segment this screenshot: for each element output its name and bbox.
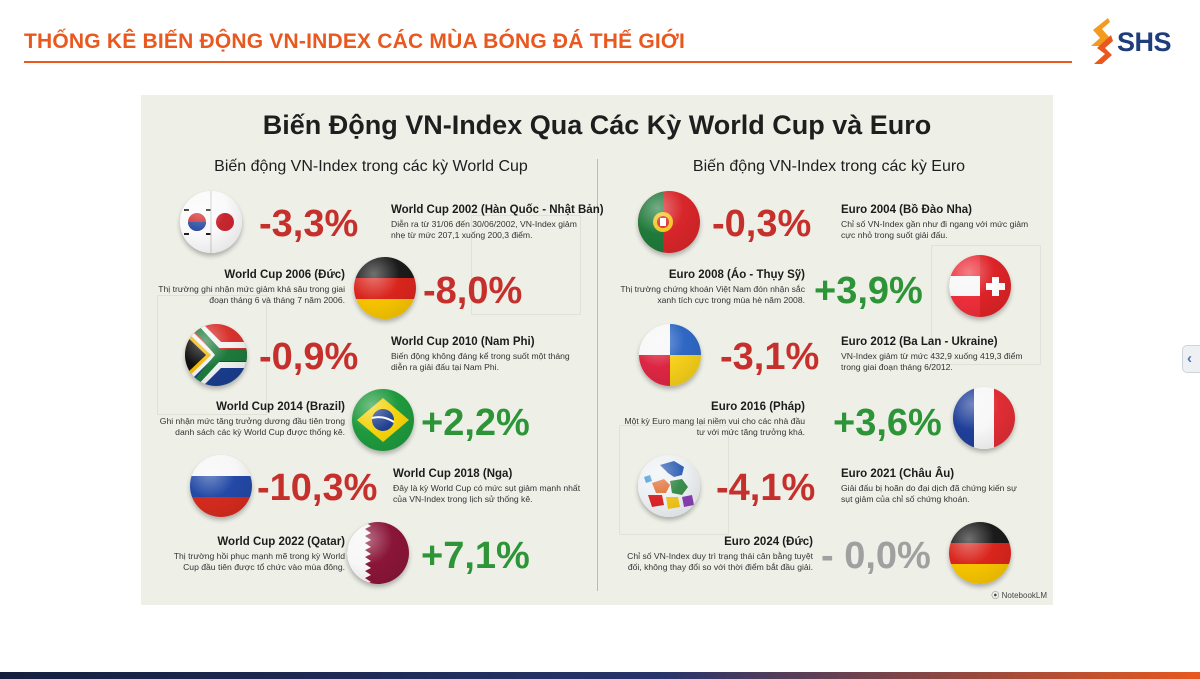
euro-2024-change: - 0,0% (821, 535, 931, 577)
euro-2021-text: Giải đấu bị hoãn do đại dịch đã chứng ki… (841, 483, 1017, 504)
brazil-flag-icon (352, 389, 414, 451)
euro-2016-title: Euro 2016 (Pháp) (711, 401, 805, 413)
euro-2012-change: -3,1% (720, 336, 820, 378)
column-divider (597, 159, 598, 591)
russia-flag-icon (190, 455, 252, 517)
notebooklm-icon: ⦿ (991, 591, 1002, 600)
title-underline (24, 61, 1072, 63)
euro-2004-text: Chỉ số VN-Index gần như đi ngang với mức… (841, 219, 1029, 240)
shs-logo-text: SHS (1117, 27, 1172, 57)
south-africa-flag-icon (185, 324, 247, 386)
wc-2022-description: World Cup 2022 (Qatar) Thị trường hồi ph… (157, 535, 345, 573)
euro-2021-title: Euro 2021 (Châu Âu) (841, 468, 955, 480)
wc-2022-title: World Cup 2022 (Qatar) (217, 536, 345, 548)
wc-2002-text: Diễn ra từ 31/06 đến 30/06/2002, VN-Inde… (391, 219, 577, 240)
euro-2012-text: VN-Index giảm từ mức 432,9 xuống 419,3 đ… (841, 351, 1023, 372)
euro-heading: Biến động VN-Index trong các kỳ Euro (692, 158, 966, 175)
wc-2006-description: World Cup 2006 (Đức) Thị trường ghi nhận… (157, 268, 345, 306)
euro-2024-title: Euro 2024 (Đức) (724, 536, 813, 548)
wc-2018-change: -10,3% (257, 467, 378, 509)
france-flag-icon (953, 387, 1015, 449)
chevron-left-icon: ‹ (1187, 350, 1192, 367)
wc-2018-text: Đây là kỳ World Cup có mức sụt giảm mạnh… (393, 483, 581, 504)
wc-2014-change: +2,2% (421, 402, 530, 444)
wc-2010-text: Biến động không đáng kể trong suốt một t… (391, 351, 570, 372)
wc-2022-change: +7,1% (421, 535, 530, 577)
euro-2021-description: Euro 2021 (Châu Âu) Giải đấu bị hoãn do … (841, 467, 1029, 505)
euro-2012-description: Euro 2012 (Ba Lan - Ukraine) VN-Index gi… (841, 335, 1029, 373)
wc-2022-text: Thị trường hồi phục mạnh mẽ trong kỳ Wor… (173, 551, 345, 572)
field-line (619, 425, 729, 535)
germany-flag-icon (949, 522, 1011, 584)
euro-2024-description: Euro 2024 (Đức) Chỉ số VN-Index duy trì … (625, 535, 813, 573)
euro-2008-title: Euro 2008 (Áo - Thụy Sỹ) (668, 269, 805, 281)
euro-2024-text: Chỉ số VN-Index duy trì trạng thái cân b… (627, 551, 813, 572)
wc-2006-text: Thị trường ghi nhận mức giảm khá sâu tro… (158, 284, 345, 305)
shs-logo: SHS (1088, 16, 1184, 66)
euro-2016-change: +3,6% (833, 402, 942, 444)
euro-2008-change: +3,9% (814, 270, 923, 312)
infographic-image: Biến Động VN-Index Qua Các Kỳ World Cup … (141, 95, 1053, 605)
wc-2010-title: World Cup 2010 (Nam Phi) (391, 336, 535, 348)
euro-2016-text: Một kỳ Euro mang lại niềm vui cho các nh… (624, 416, 805, 437)
euro-2012-title: Euro 2012 (Ba Lan - Ukraine) (841, 336, 998, 348)
euro-2004-title: Euro 2004 (Bồ Đào Nha) (841, 204, 972, 216)
euro-2004-change: -0,3% (712, 203, 812, 245)
wc-2018-description: World Cup 2018 (Nga) Đây là kỳ World Cup… (393, 467, 581, 505)
slide-title: THỐNG KÊ BIẾN ĐỘNG VN-INDEX CÁC MÙA BÓNG… (24, 30, 686, 53)
wc-2002-description: World Cup 2002 (Hàn Quốc - Nhật Bản) Diễ… (391, 203, 604, 241)
euro-2016-description: Euro 2016 (Pháp) Một kỳ Euro mang lại ni… (617, 400, 805, 438)
portugal-flag-icon (638, 191, 700, 253)
wc-2006-change: -8,0% (423, 270, 523, 312)
wc-2006-title: World Cup 2006 (Đức) (224, 269, 345, 281)
field-line (931, 245, 1041, 365)
euro-2021-change: -4,1% (716, 467, 816, 509)
austria-switzerland-flag-icon (949, 255, 1011, 317)
notebooklm-watermark: ⦿ NotebookLM (991, 590, 1047, 601)
poland-ukraine-flag-icon (639, 324, 701, 386)
infographic-title: Biến Động VN-Index Qua Các Kỳ World Cup … (262, 110, 932, 140)
wc-2014-text: Ghi nhận mức tăng trưởng dương đầu tiên … (159, 416, 345, 437)
wc-2010-change: -0,9% (259, 336, 359, 378)
south-korea-japan-flag-icon (180, 191, 242, 253)
wc-2010-description: World Cup 2010 (Nam Phi) Biến động không… (391, 335, 579, 373)
shs-logo-mark-icon (1091, 18, 1113, 64)
wc-2014-description: World Cup 2014 (Brazil) Ghi nhận mức tăn… (157, 400, 345, 438)
qatar-flag-icon (347, 522, 409, 584)
europe-map-flag-icon (638, 455, 700, 517)
notebooklm-label: NotebookLM (1001, 591, 1047, 600)
euro-2008-description: Euro 2008 (Áo - Thụy Sỹ) Thị trường chứn… (617, 268, 805, 306)
bottom-accent-bar (0, 672, 1200, 679)
wc-2014-title: World Cup 2014 (Brazil) (216, 401, 345, 413)
euro-2008-text: Thị trường chứng khoán Việt Nam đón nhận… (620, 284, 805, 305)
field-line (471, 215, 581, 315)
field-line (157, 295, 267, 415)
euro-2004-description: Euro 2004 (Bồ Đào Nha) Chỉ số VN-Index g… (841, 203, 1029, 241)
wc-2018-title: World Cup 2018 (Nga) (393, 468, 513, 480)
side-panel-toggle[interactable]: ‹ (1182, 345, 1200, 373)
wc-2002-title: World Cup 2002 (Hàn Quốc - Nhật Bản) (391, 204, 604, 216)
germany-flag-icon (354, 257, 416, 319)
wc-2002-change: -3,3% (259, 203, 359, 245)
world-cup-heading: Biến động VN-Index trong các kỳ World Cu… (214, 158, 528, 175)
